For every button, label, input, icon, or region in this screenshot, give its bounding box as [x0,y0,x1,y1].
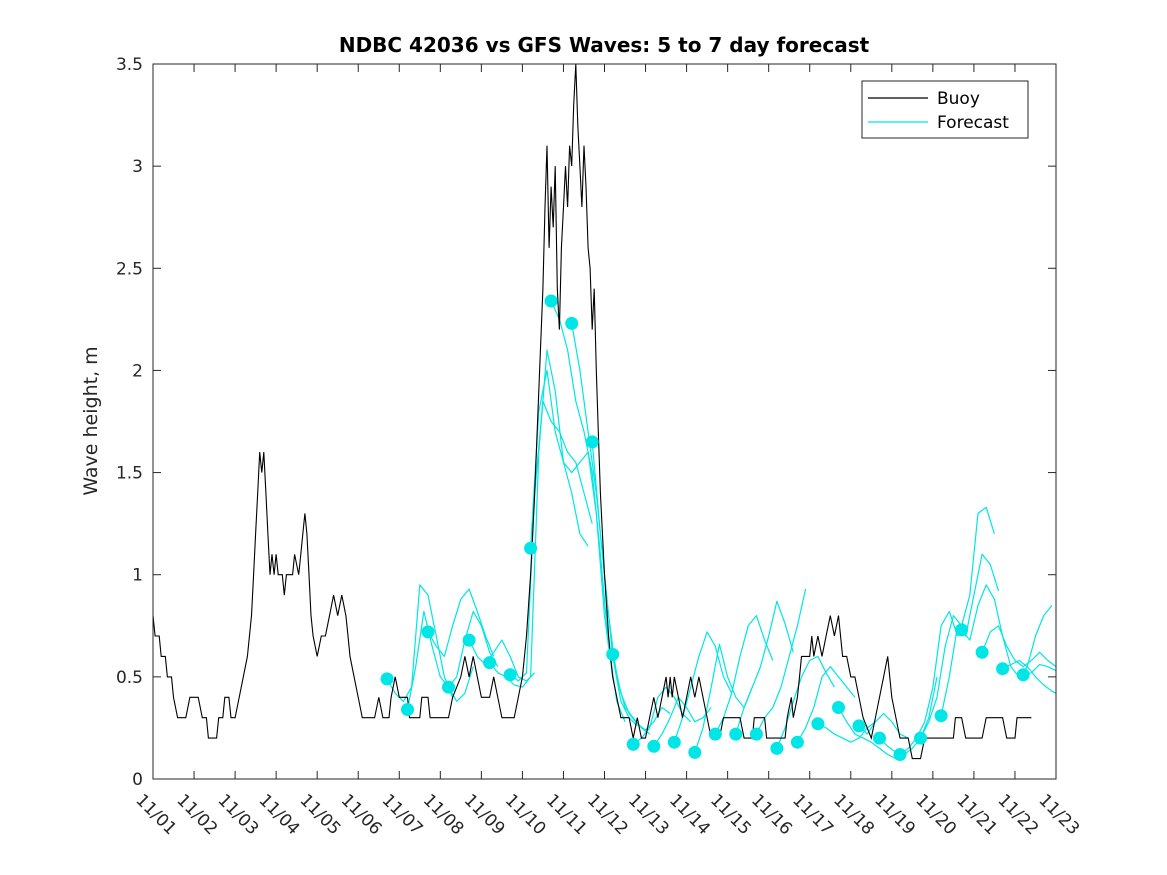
forecast-point [873,731,886,745]
plot-box [152,63,1057,780]
forecast-line [817,721,876,743]
forecast-point [729,727,743,741]
forecast-point [688,745,702,759]
forecast-line [714,615,774,735]
chart-title: NDBC 42036 vs GFS Waves: 5 to 7 day fore… [339,33,870,57]
forecast-line [796,666,856,743]
forecast-point [401,703,414,716]
forecast-point [1016,668,1030,682]
forecast-point [749,727,763,741]
legend-buoy-label: Buoy [937,89,980,109]
forecast-line [530,369,614,677]
forecast-line [509,400,593,682]
buoy-line [152,63,1032,760]
forecast-point [442,680,455,694]
forecast-point [996,662,1010,676]
forecast-line [448,610,499,688]
forecast-line [940,553,1000,716]
forecast-point [955,623,969,637]
forecast-point [975,645,989,659]
forecast-point [483,656,497,670]
forecast-point [934,709,948,723]
forecast-line [406,610,474,710]
forecast-line [1002,659,1057,694]
forecast-point [462,633,476,647]
y-tick-label: 2.5 [116,259,143,279]
y-tick-label: 1.5 [116,464,143,484]
forecast-point [626,737,640,751]
y-tick-label: 2 [132,361,143,381]
forecast-point [708,727,722,741]
forecast-point [421,625,435,639]
forecast-point [667,735,681,749]
forecast-line [981,625,1057,668]
legend-box [861,80,1029,139]
forecast-line [961,584,1053,678]
y-tick-label: 0 [132,770,143,790]
forecast-line [735,600,794,735]
forecast-line [386,584,454,702]
forecast-point [790,735,804,749]
forecast-point [647,739,661,753]
y-tick-label: 3.5 [116,55,143,75]
buoy-series [152,63,1032,760]
forecast-markers [380,294,1030,761]
forecast-point [832,701,845,714]
legend: Buoy Forecast [861,80,1029,139]
forecast-line [858,713,909,739]
forecast-line [468,639,536,682]
forecast-line [653,696,712,747]
forecast-line [919,506,995,739]
forecast-point [585,435,599,449]
forecast-line [837,707,897,760]
forecast-point [811,717,825,731]
axis-ticks [152,63,1057,780]
forecast-line [427,588,495,657]
legend-forecast-label: Forecast [937,113,1009,133]
forecast-point [503,668,517,682]
y-tick-label: 1 [132,566,143,586]
forecast-point [606,647,620,661]
forecast-line [694,643,753,753]
y-axis-label: Wave height, m [80,346,102,495]
forecast-line [612,654,671,731]
forecast-point [852,719,866,733]
forecast-point [544,294,558,308]
plot-area [153,64,1056,779]
forecast-point [770,741,784,755]
y-tick-label: 0.5 [116,668,143,688]
forecast-point [893,748,907,761]
forecast-point [565,316,579,330]
forecast-point [914,731,927,745]
forecast-line [879,676,938,756]
forecast-point [380,672,394,686]
y-tick-label: 3 [132,157,143,177]
forecast-point [524,541,538,555]
